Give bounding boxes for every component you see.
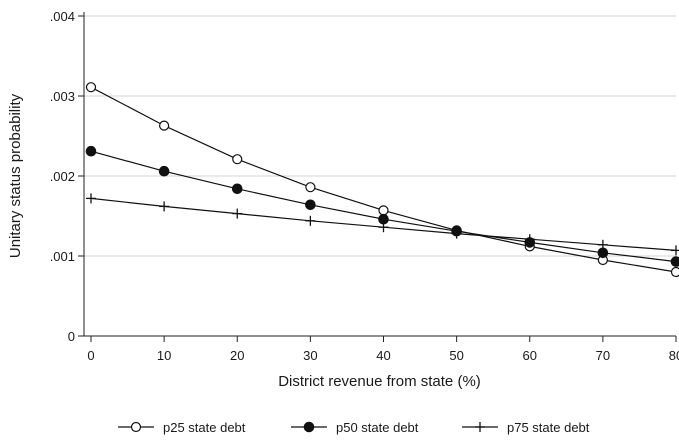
x-tick-label: 80 bbox=[669, 348, 679, 363]
series-2-point bbox=[85, 145, 97, 157]
x-tick-label: 10 bbox=[157, 348, 171, 363]
legend-label-2: p50 state debt bbox=[336, 420, 419, 435]
series-3-point bbox=[378, 222, 389, 233]
y-tick-label: .001 bbox=[50, 249, 75, 264]
tick-labels: 0 .001 .002 .003 .004 0 10 20 30 40 50 60 70 80 bbox=[50, 9, 679, 363]
series-2-point bbox=[231, 183, 243, 195]
x-tick-label: 0 bbox=[87, 348, 94, 363]
y-axis-title: Unitary status probability bbox=[7, 93, 24, 258]
x-tick-label: 50 bbox=[449, 348, 463, 363]
legend-label-3: p75 state debt bbox=[507, 420, 590, 435]
series-3-point bbox=[86, 193, 96, 204]
series-1-point bbox=[670, 266, 679, 278]
series-group bbox=[90, 86, 677, 273]
series-3-point bbox=[159, 201, 170, 212]
series-3-point bbox=[597, 239, 608, 250]
series-2-point bbox=[158, 165, 170, 177]
series-1-point bbox=[232, 154, 243, 165]
y-tick-label: .003 bbox=[50, 89, 75, 104]
x-tick-label: 30 bbox=[303, 348, 317, 363]
series-1-point bbox=[305, 182, 316, 193]
axes bbox=[78, 12, 677, 342]
legend-marker-2 bbox=[303, 421, 315, 433]
series-2-point bbox=[305, 199, 316, 211]
series-2-point bbox=[670, 256, 679, 267]
legend-label-1: p25 state debt bbox=[163, 420, 246, 435]
x-tick-label: 70 bbox=[596, 348, 610, 363]
legend-marker-1 bbox=[130, 421, 142, 433]
y-tick-label: .002 bbox=[50, 169, 75, 184]
series-3-point bbox=[305, 215, 316, 226]
series-3-point bbox=[671, 245, 679, 256]
x-axis-title: District revenue from state (%) bbox=[278, 373, 481, 390]
series-3-point bbox=[232, 208, 243, 219]
series-1-point bbox=[159, 120, 170, 131]
series-1-point bbox=[378, 205, 389, 216]
x-tick-label: 60 bbox=[523, 348, 537, 363]
series-3-point bbox=[524, 234, 535, 245]
series-3-point bbox=[451, 228, 462, 239]
x-tick-label: 40 bbox=[376, 348, 390, 363]
markers-group bbox=[85, 82, 679, 278]
legend: p25 state debt p50 state debt p75 state de… bbox=[118, 420, 590, 435]
series-1-point bbox=[85, 82, 97, 93]
x-tick-label: 20 bbox=[230, 348, 244, 363]
legend-marker-3 bbox=[475, 422, 485, 432]
y-tick-label: .004 bbox=[50, 9, 75, 24]
y-tick-label: 0 bbox=[68, 329, 75, 344]
